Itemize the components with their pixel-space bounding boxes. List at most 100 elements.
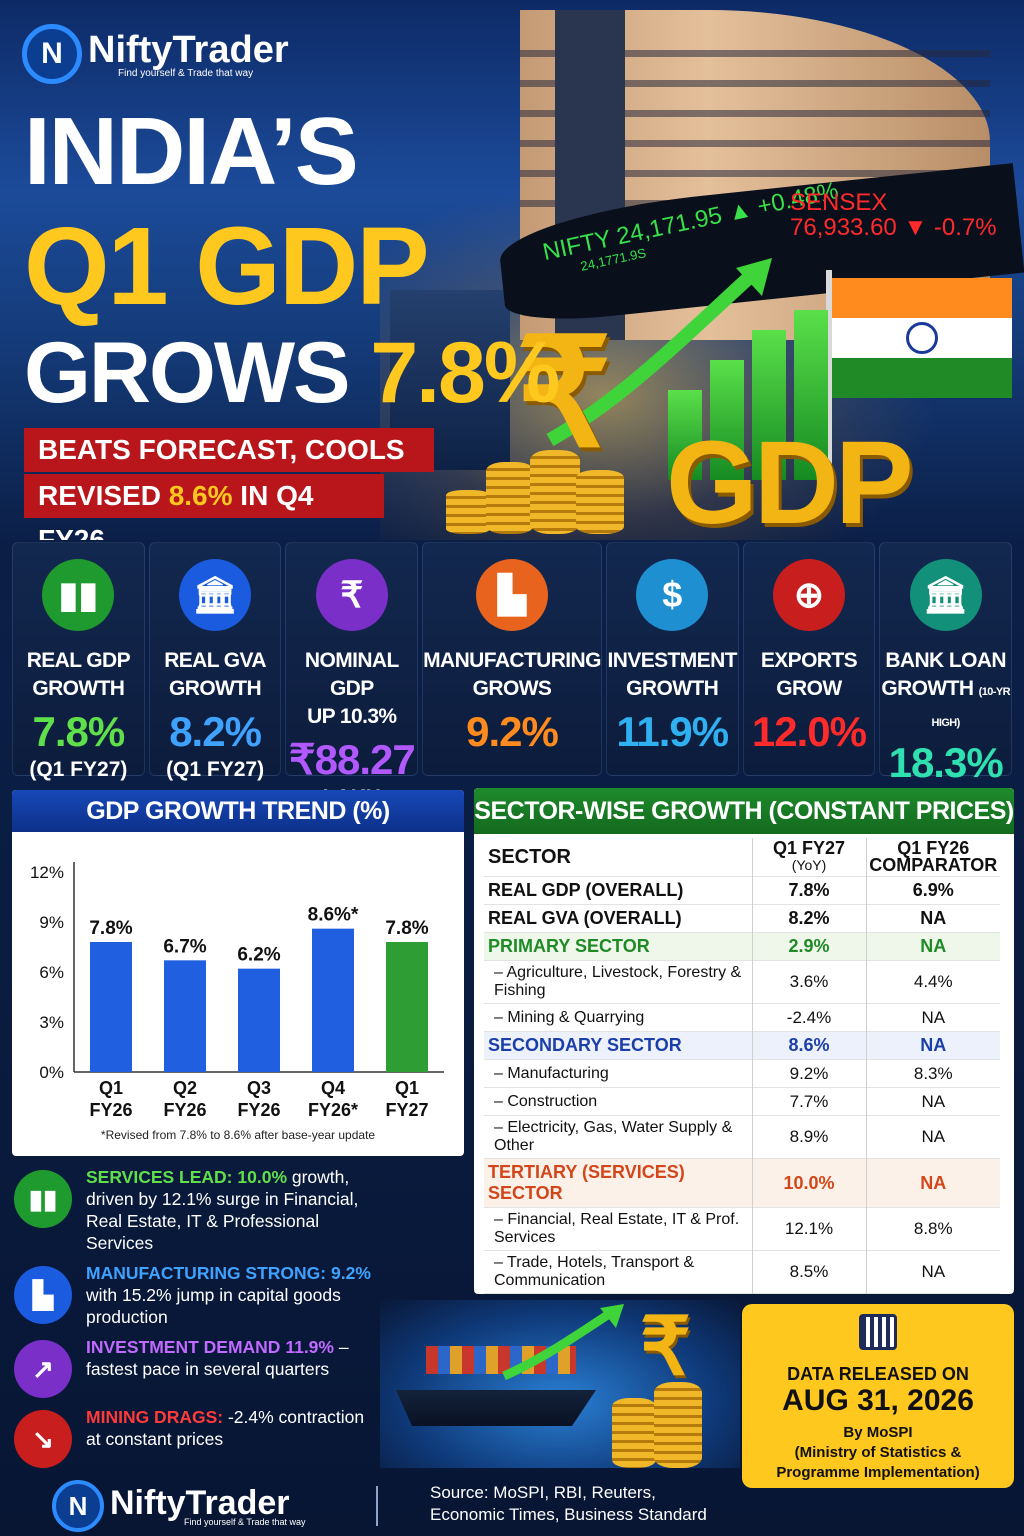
- col-q1-line2: (YoY): [791, 857, 827, 873]
- highlight-text: MINING DRAGS: -2.4% contraction at const…: [86, 1406, 374, 1450]
- y-tick-label: 6%: [39, 963, 64, 982]
- stat-label: REAL GDP GROWTH: [13, 647, 144, 706]
- stat-label-line2-text: GROWTH: [881, 677, 974, 700]
- sector-name: REAL GVA (OVERALL): [484, 904, 752, 933]
- bank-icon: 🏛: [179, 559, 252, 631]
- highlight-item: ▙ MANUFACTURING STRONG: 9.2% with 15.2% …: [14, 1262, 374, 1328]
- table-row: – Construction 7.7% NA: [484, 1087, 1000, 1116]
- sector-name: – Manufacturing: [484, 1059, 752, 1088]
- highlight-rest: – fastest pace in several quarters: [86, 1337, 349, 1379]
- stat-label: BANK LOAN GROWTH (10-YR HIGH): [880, 647, 1011, 737]
- cargo-ship: [396, 1390, 596, 1426]
- growth-arrow-icon: [546, 258, 772, 447]
- highlight-lead-value: 9.2%: [326, 1263, 371, 1283]
- brand-name: NiftyTrader: [88, 28, 289, 71]
- sector-name: PRIMARY SECTOR: [484, 932, 752, 961]
- headline-line1: INDIA’S: [24, 98, 359, 205]
- sector-q1-value: 7.5%: [751, 1293, 866, 1294]
- stat-label-line2: GROWS: [423, 675, 601, 706]
- rupee-symbol: ₹: [516, 309, 612, 477]
- sector-name: – Electricity, Gas, Water Supply & Other: [484, 1115, 752, 1159]
- col-cmp-header: Q1 FY26 COMPARATOR: [865, 838, 1000, 877]
- col-q1-header: Q1 FY27 (YoY): [751, 838, 866, 877]
- highlight-text: INVESTMENT DEMAND 11.9% – fastest pace i…: [86, 1336, 374, 1380]
- flag-pole: [826, 270, 832, 470]
- table-header-row: SECTOR Q1 FY27 (YoY) Q1 FY26 COMPARATOR: [484, 838, 1000, 877]
- table-row: REAL GDP (OVERALL) 7.8% 6.9%: [484, 876, 1000, 905]
- growth-bar: [710, 360, 744, 480]
- stat-label-line2: GROW: [744, 675, 875, 706]
- x-tick-label: FY26: [89, 1100, 132, 1120]
- stat-label: INVESTMENT GROWTH: [607, 647, 738, 706]
- logo-n-icon: N: [52, 1480, 104, 1532]
- stat-sub: (Q1 FY27): [29, 758, 128, 781]
- highlight-item: ▮▮ SERVICES LEAD: 10.0% growth, driven b…: [14, 1166, 374, 1254]
- footer-source: Source: MoSPI, RBI, Reuters, Economic Ti…: [430, 1482, 707, 1526]
- bank-icon: 🏛: [909, 559, 982, 631]
- sector-comparator-value: NA: [865, 932, 1000, 961]
- highlight-lead: SERVICES LEAD:: [86, 1167, 233, 1187]
- stat-label-line2: GROWTH: [150, 675, 281, 706]
- footer-logo[interactable]: N NiftyTrader Find yourself & Trade that…: [52, 1480, 306, 1532]
- stat-value: 7.8%: [32, 708, 125, 755]
- source-line2: Economic Times, Business Standard: [430, 1505, 707, 1524]
- sector-name: – Agriculture, Livestock, Forestry & Fis…: [484, 960, 752, 1004]
- sector-comparator-value: NA: [865, 1250, 1000, 1294]
- table-row: – Mining & Quarrying -2.4% NA: [484, 1003, 1000, 1032]
- growth-bar: [668, 390, 702, 480]
- stat-value: 9.2%: [466, 708, 559, 755]
- sector-name: REAL GDP (OVERALL): [484, 876, 752, 905]
- stat-value: ₹88.27: [288, 736, 416, 783]
- footer-divider: [376, 1486, 378, 1526]
- x-tick-label: FY26: [163, 1100, 206, 1120]
- sector-name: – Trade, Hotels, Transport & Communicati…: [484, 1250, 752, 1294]
- sector-name: – Financial, Real Estate, IT & Prof. Ser…: [484, 1207, 752, 1251]
- x-tick-label: Q4: [321, 1078, 345, 1098]
- stat-value: 18.3%: [888, 739, 1004, 786]
- table-row: PRIMARY SECTOR 2.9% NA: [484, 932, 1000, 961]
- sensex-ticker: 76,933.60 ▼ -0.7%: [790, 214, 997, 241]
- coin-stack: [612, 1398, 656, 1468]
- mining-down-icon: ↘: [14, 1410, 72, 1468]
- growth-bar: [794, 310, 828, 480]
- stat-sub: (Q1 FY27): [166, 758, 265, 781]
- sector-comparator-value: NA: [865, 1087, 1000, 1116]
- highlight-item: ↘ MINING DRAGS: -2.4% contraction at con…: [14, 1406, 374, 1468]
- chart-bar: [386, 942, 428, 1072]
- stat-label: EXPORTS GROW: [744, 647, 875, 706]
- y-tick-label: 3%: [39, 1013, 64, 1032]
- sector-comparator-value: 8.8%: [865, 1207, 1000, 1251]
- footer: N NiftyTrader Find yourself & Trade that…: [0, 1472, 1024, 1536]
- factory-icon: ▙: [476, 559, 548, 631]
- stat-label-line2: GROWTH (10-YR HIGH): [880, 675, 1011, 737]
- highlight-rest: with 15.2% jump in capital goods product…: [86, 1285, 341, 1327]
- sector-q1-value: 3.6%: [751, 960, 866, 1004]
- brand-logo[interactable]: N NiftyTrader Find yourself & Trade that…: [22, 24, 289, 84]
- gdp-trend-panel: GDP GROWTH TREND (%) 0% 3% 6% 9% 12% 7.8% Q1 FY…: [12, 790, 464, 1156]
- chart-bar: [312, 928, 354, 1072]
- x-tick-label: FY26: [237, 1100, 280, 1120]
- stat-label-line1: NOMINAL GDP: [304, 649, 399, 700]
- headline-grows: GROWS: [24, 325, 371, 421]
- sector-comparator-value: 8.3%: [865, 1059, 1000, 1088]
- highlight-lead: MANUFACTURING STRONG:: [86, 1263, 327, 1283]
- subhead-line1: BEATS FORECAST, COOLS FROM: [24, 428, 434, 509]
- sector-comparator-value: NA: [865, 1293, 1000, 1294]
- x-tick-label: Q1: [395, 1078, 419, 1098]
- gdp-word-art: GDP: [666, 417, 914, 540]
- sector-q1-value: 8.5%: [751, 1250, 866, 1294]
- export-arrow-icon: [502, 1304, 624, 1380]
- bar-value-label: 6.2%: [237, 945, 280, 966]
- chart-footnote: *Revised from 7.8% to 8.6% after base-ye…: [100, 1128, 376, 1142]
- highlight-lead: INVESTMENT DEMAND: [86, 1337, 281, 1357]
- stat-value: 12.0%: [751, 708, 867, 755]
- x-tick-label: FY26*: [308, 1100, 358, 1120]
- bar-value-label: 6.7%: [163, 936, 206, 957]
- table-row: – Electricity, Gas, Water Supply & Other…: [484, 1115, 1000, 1159]
- subhead-pct: 8.6%: [168, 480, 233, 511]
- sector-comparator-value: 6.9%: [865, 876, 1000, 905]
- sector-q1-value: 7.8%: [751, 876, 866, 905]
- y-tick-label: 9%: [39, 913, 64, 932]
- table-row: – Agriculture, Livestock, Forestry & Fis…: [484, 960, 1000, 1004]
- stat-label-line2: GROWTH: [607, 675, 738, 706]
